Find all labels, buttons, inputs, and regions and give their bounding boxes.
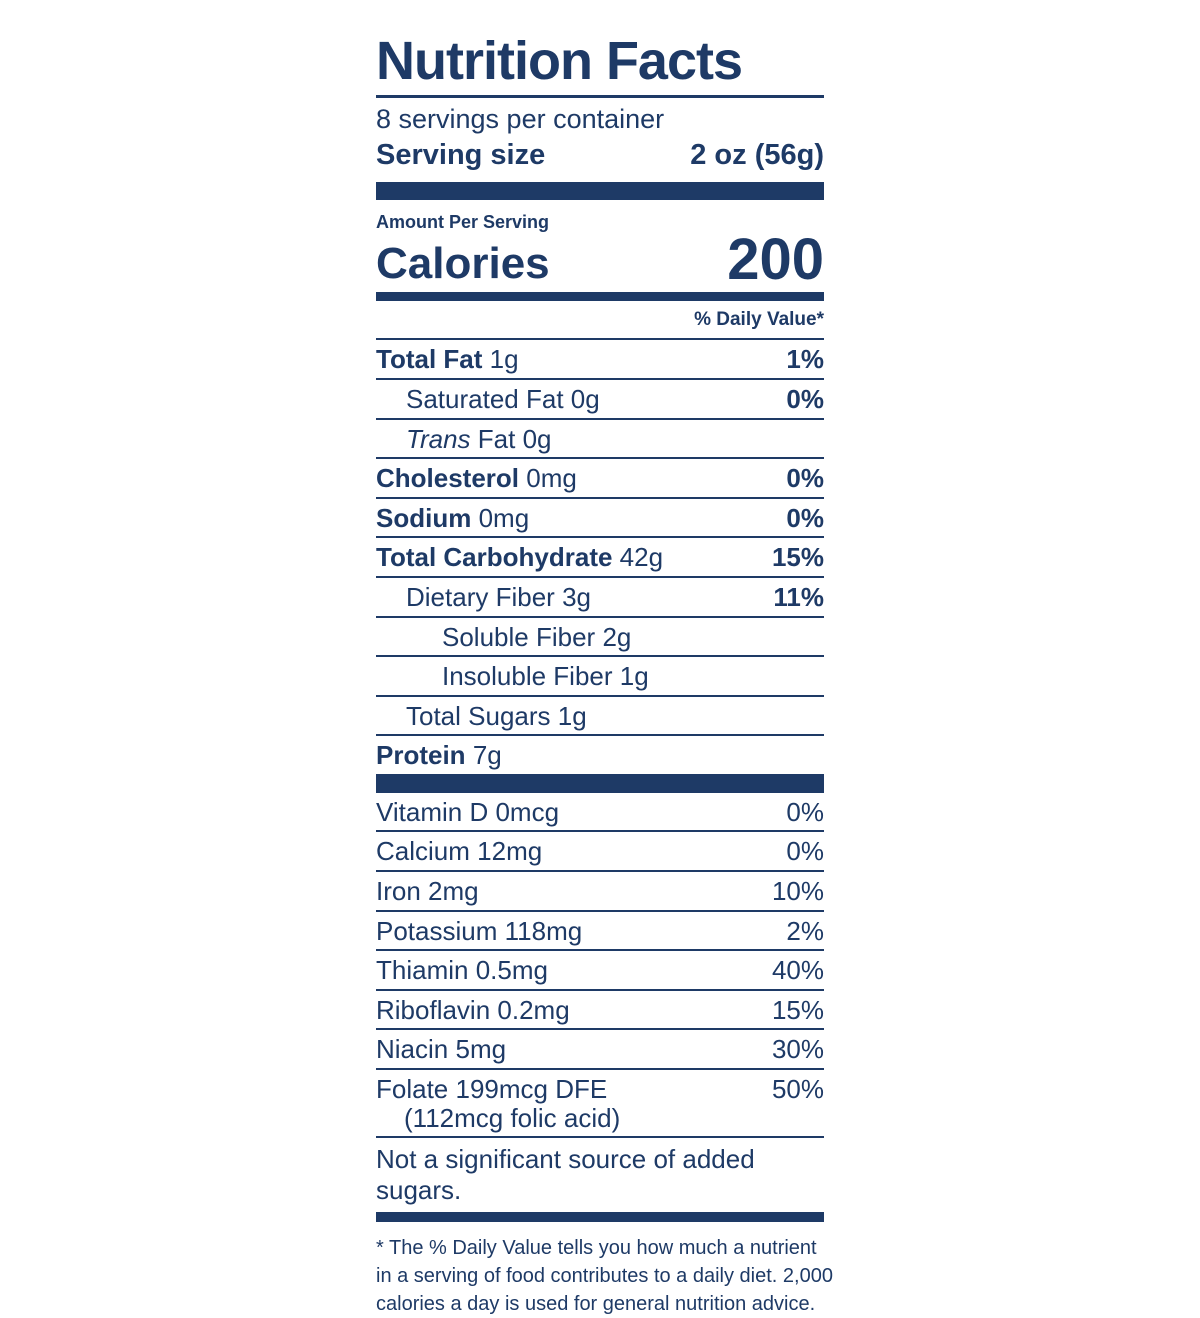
nutrient-name: Sodium: [376, 502, 472, 533]
nutrient-dv: 1%: [786, 344, 824, 375]
daily-value-header: % Daily Value*: [376, 301, 824, 341]
nutrient-dv: 11%: [773, 581, 824, 612]
nutrient-row-total-fat: Total Fat 1g 1%: [376, 340, 824, 380]
micronutrient-name: Potassium: [376, 915, 498, 946]
micronutrient-name: Iron: [376, 876, 421, 907]
micronutrient-amount: 199mcg DFE: [455, 1074, 608, 1105]
nutrient-name-italic: Trans: [406, 423, 471, 454]
nutrient-dv: 0%: [786, 502, 824, 533]
micronutrient-dv: 40%: [771, 955, 824, 986]
daily-value-footnote: * The % Daily Value tells you how much a…: [376, 1222, 833, 1318]
nutrient-name: Cholesterol: [376, 463, 520, 494]
micronutrient-row-vitamin-d: Vitamin D 0mcg 0%: [376, 793, 824, 833]
nutrient-name: Total Sugars: [406, 700, 551, 731]
calories-label: Calories: [376, 238, 550, 288]
nutrient-name: Total Fat: [376, 344, 483, 375]
nutrient-row-saturated-fat: Saturated Fat 0g 0%: [376, 380, 824, 420]
nutrient-amount: 1g: [557, 700, 587, 731]
calories-row: Calories 200: [376, 227, 824, 293]
micronutrient-dv: 15%: [771, 994, 824, 1025]
micronutrient-dv: 10%: [771, 876, 824, 907]
micronutrient-row-folate: Folate 199mcg DFE (112mcg folic acid) 50…: [376, 1070, 824, 1139]
section-bar-middle: [376, 773, 824, 793]
nutrient-amount: 42g: [619, 542, 664, 573]
section-bar-bottom: [376, 1212, 824, 1223]
label-title: Nutrition Facts: [376, 31, 743, 91]
nutrient-name: Insoluble Fiber: [442, 661, 613, 692]
calories-value: 200: [727, 227, 824, 293]
nutrient-row-protein: Protein 7g: [376, 736, 824, 774]
nutrient-row-sodium: Sodium 0mg 0%: [376, 499, 824, 539]
micronutrient-dv: 2%: [786, 915, 824, 946]
nutrient-amount: 1g: [619, 661, 649, 692]
nutrient-amount: 1g: [489, 344, 519, 375]
micronutrient-name: Folate: [376, 1074, 449, 1105]
nutrient-amount: 0g: [570, 383, 600, 414]
micronutrient-amount: 0.5mg: [475, 955, 548, 986]
micronutrient-amount: 0mcg: [495, 796, 560, 827]
micronutrient-amount: 5mg: [455, 1034, 507, 1065]
micronutrient-dv: 0%: [786, 796, 824, 827]
nutrient-name: Total Carbohydrate: [376, 542, 613, 573]
micronutrient-row-niacin: Niacin 5mg 30%: [376, 1030, 824, 1071]
micronutrient-dv: 50%: [771, 1074, 824, 1105]
nutrient-row-trans-fat: Trans Fat 0g: [376, 420, 824, 460]
nutrient-row-total-sugars: Total Sugars 1g: [376, 697, 824, 737]
micronutrient-amount: 0.2mg: [497, 994, 570, 1025]
serving-size-label: Serving size: [376, 139, 546, 172]
micronutrient-row-thiamin: Thiamin 0.5mg 40%: [376, 951, 824, 991]
nutrient-name: Dietary Fiber: [406, 581, 555, 612]
nutrient-row-dietary-fiber: Dietary Fiber 3g 11%: [376, 578, 824, 618]
serving-size-row: Serving size 2 oz (56g): [376, 137, 824, 182]
micronutrient-row-iron: Iron 2mg 10%: [376, 872, 824, 912]
nutrition-facts-label: Nutrition Facts 8 servings per container…: [376, 0, 833, 1318]
nutrient-name: Soluble Fiber: [442, 621, 596, 652]
nutrient-amount: 7g: [472, 740, 502, 771]
nutrient-name: Fat: [477, 423, 516, 454]
micronutrient-dv: 0%: [786, 836, 824, 867]
folate-folic-acid-note: (112mcg folic acid): [404, 1102, 621, 1133]
micronutrient-row-calcium: Calcium 12mg 0%: [376, 832, 824, 873]
micronutrient-name: Niacin: [376, 1034, 449, 1065]
amount-per-serving-label: Amount Per Serving: [376, 212, 550, 233]
nutrient-row-soluble-fiber: Soluble Fiber 2g: [376, 618, 824, 658]
footnote-line: calories a day is used for general nutri…: [376, 1293, 816, 1316]
section-bar-top: [376, 182, 824, 201]
micronutrient-dv: 30%: [771, 1034, 824, 1065]
nutrient-amount: 0mg: [478, 502, 530, 533]
footnote-line: in a serving of food contributes to a da…: [376, 1265, 833, 1288]
micronutrient-amount: 118mg: [504, 915, 583, 946]
nutrient-dv: 15%: [771, 542, 824, 573]
nutrient-amount: 3g: [562, 581, 591, 612]
nutrient-name: Protein: [376, 740, 466, 771]
nutrient-amount: 0g: [522, 423, 552, 454]
micronutrient-name: Riboflavin: [376, 994, 491, 1025]
nutrient-amount: 2g: [602, 621, 632, 652]
nutrient-row-cholesterol: Cholesterol 0mg 0%: [376, 459, 824, 499]
micronutrient-row-riboflavin: Riboflavin 0.2mg 15%: [376, 991, 824, 1031]
nutrient-row-insoluble-fiber: Insoluble Fiber 1g: [376, 657, 824, 697]
serving-size-value: 2 oz (56g): [690, 139, 824, 172]
micronutrient-amount: 12mg: [477, 836, 543, 867]
micronutrient-name: Vitamin D: [376, 796, 489, 827]
micronutrient-row-potassium: Potassium 118mg 2%: [376, 912, 824, 952]
nutrient-dv: 0%: [786, 463, 824, 494]
divider-under-title: [376, 95, 824, 98]
micronutrient-name: Calcium: [376, 836, 470, 867]
nutrient-dv: 0%: [786, 383, 824, 414]
nutrient-amount: 0mg: [526, 463, 577, 494]
footnote-line: * The % Daily Value tells you how much a…: [376, 1237, 817, 1260]
section-bar-calories: [376, 292, 824, 302]
micronutrient-amount: 2mg: [428, 876, 479, 907]
added-sugars-note: Not a significant source of added sugars…: [376, 1144, 755, 1206]
micronutrient-name: Thiamin: [376, 955, 469, 986]
nutrient-name: Saturated Fat: [406, 383, 564, 414]
nutrient-row-total-carbohydrate: Total Carbohydrate 42g 15%: [376, 538, 824, 578]
servings-per-container: 8 servings per container: [376, 104, 665, 134]
